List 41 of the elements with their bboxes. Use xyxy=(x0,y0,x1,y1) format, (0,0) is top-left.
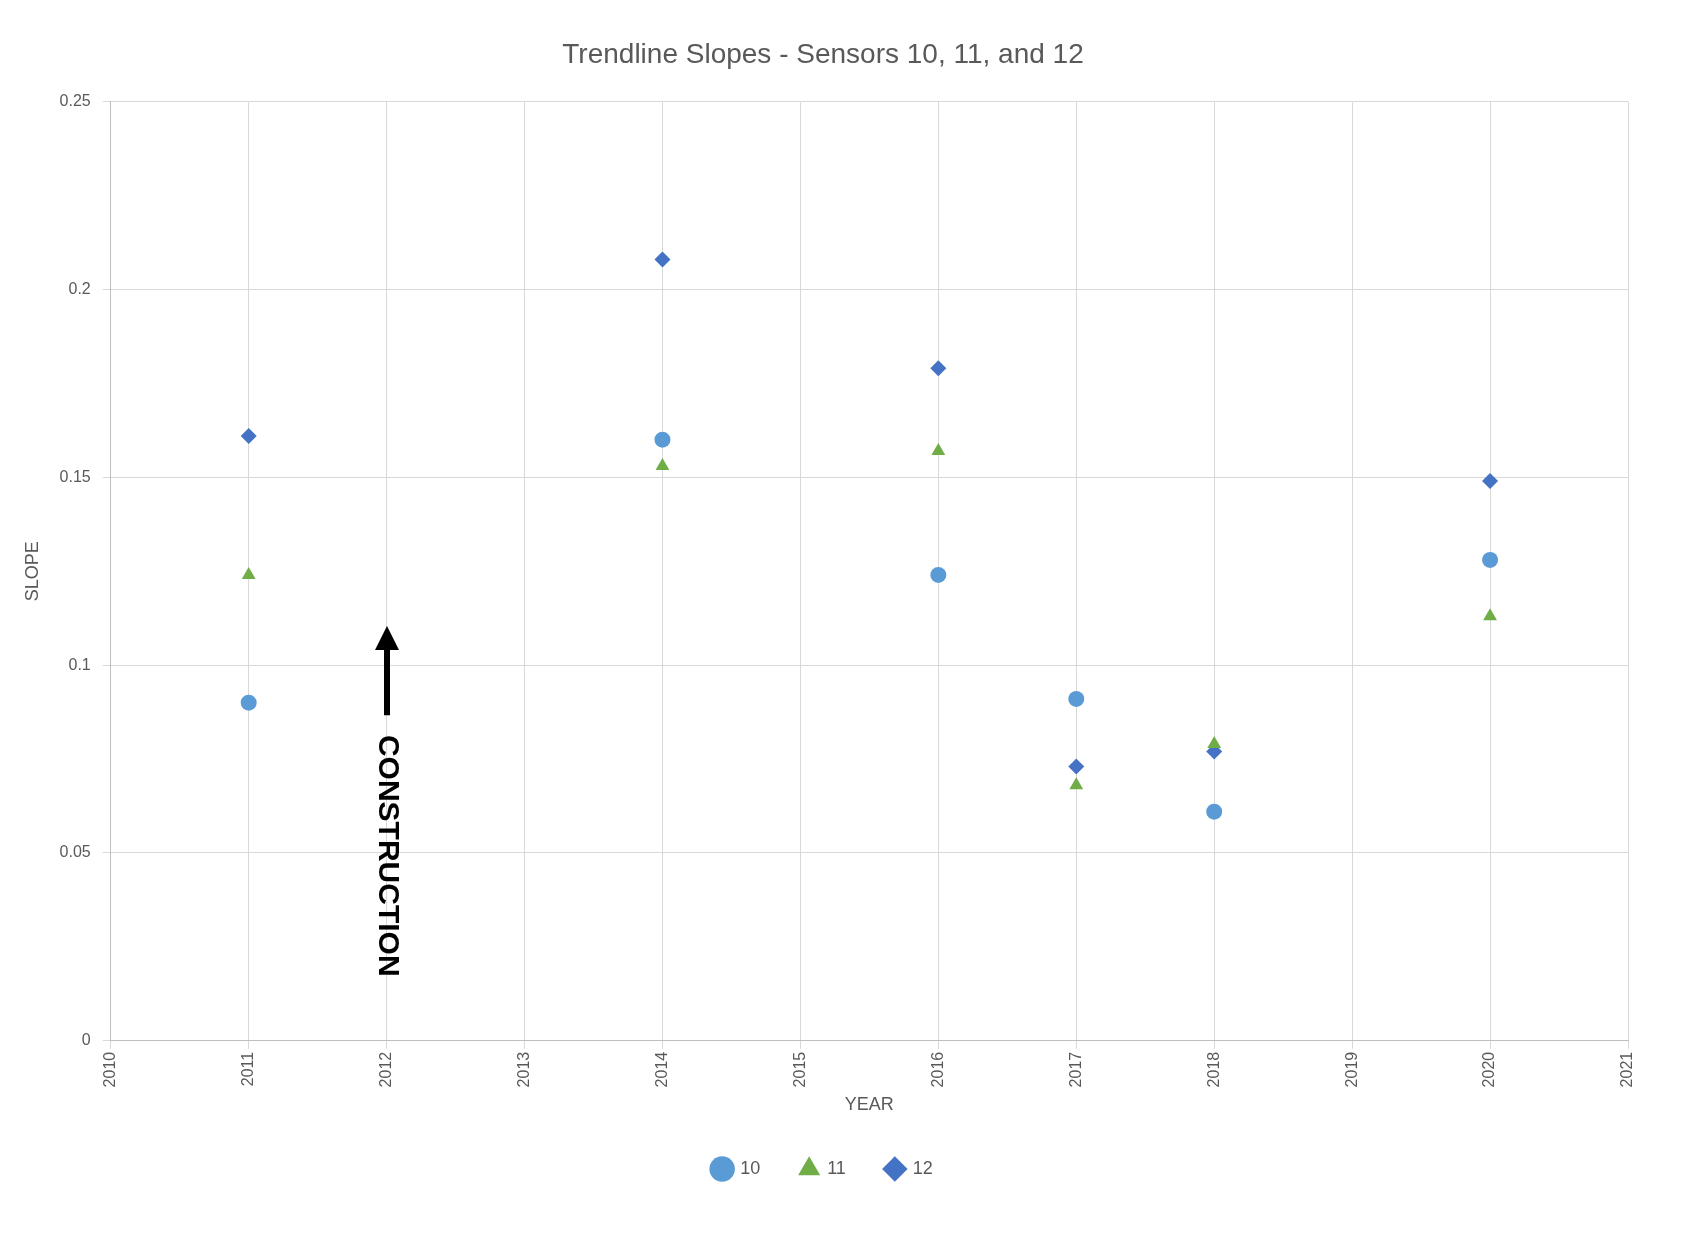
point xyxy=(1482,551,1499,568)
y-tick-label: 0.1 xyxy=(68,655,91,673)
x-tick-label: 2011 xyxy=(239,1051,257,1087)
point xyxy=(655,458,670,471)
x-tick-label: 2012 xyxy=(377,1051,395,1088)
x-tick-label: 2018 xyxy=(1204,1051,1222,1088)
legend-label: 10 xyxy=(740,1157,761,1178)
x-tick-label: 2020 xyxy=(1480,1051,1498,1088)
x-tick-label: 2010 xyxy=(101,1051,119,1088)
x-tick-label: 2015 xyxy=(790,1051,808,1088)
y-tick-label: 0.05 xyxy=(59,843,91,861)
point xyxy=(654,431,671,448)
x-tick-label: 2014 xyxy=(652,1051,670,1088)
point xyxy=(240,694,257,711)
x-tick-label: 2017 xyxy=(1066,1051,1084,1088)
y-axis-title: SLOPE xyxy=(21,541,42,602)
point xyxy=(1069,777,1084,790)
x-tick-label: 2016 xyxy=(928,1051,946,1088)
annotation: CONSTRUCTION xyxy=(372,734,406,977)
legend-label: 11 xyxy=(827,1157,846,1178)
point xyxy=(1483,608,1497,621)
point xyxy=(1206,803,1223,820)
y-tick-label: 0.15 xyxy=(59,467,91,485)
point xyxy=(1207,736,1222,749)
y-tick-label: 0.25 xyxy=(59,92,91,110)
point xyxy=(930,566,947,583)
x-tick-label: 2021 xyxy=(1618,1051,1636,1088)
chart-title: Trendline Slopes - Sensors 10, 11, and 12 xyxy=(562,37,1084,69)
point xyxy=(930,360,947,377)
x-tick-label: 2019 xyxy=(1342,1051,1360,1088)
x-tick-label: 2013 xyxy=(514,1051,532,1088)
y-tick-label: 0.2 xyxy=(68,279,91,297)
point xyxy=(241,566,256,579)
point xyxy=(1068,690,1085,707)
x-axis-title: YEAR xyxy=(844,1094,894,1115)
point xyxy=(1482,473,1499,490)
y-tick-label: 0 xyxy=(81,1031,91,1049)
point xyxy=(240,427,257,444)
legend-label: 12 xyxy=(912,1157,933,1178)
point xyxy=(654,251,671,268)
point xyxy=(1068,758,1085,775)
